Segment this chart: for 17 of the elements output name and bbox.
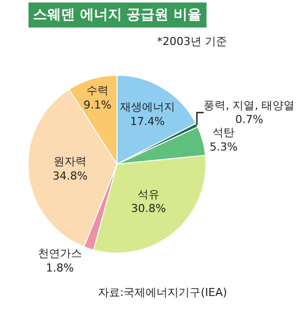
data-label: 17.4% (130, 114, 165, 128)
text: 자료:국제에너지기구(IEA) (98, 286, 228, 299)
data-label: 5.3% (210, 140, 238, 154)
data-label: 1.8% (46, 261, 74, 274)
slice-label: 석탄 (212, 126, 235, 140)
chart-title: 스웨덴 에너지 공급원 비율 (33, 7, 202, 23)
data-label: 34.8% (52, 169, 88, 182)
data-label: 30.8% (130, 202, 166, 216)
slice-label: 풍력, 지열, 태양열 (204, 98, 295, 112)
slice-label: 석유 (137, 188, 160, 201)
slice-label: 천연가스 (38, 247, 82, 260)
text: *2003년 기준 (157, 35, 227, 48)
data-label: 0.7% (235, 113, 264, 126)
slice-label: 재생에너지 (120, 100, 175, 114)
slice-label: 수력 (86, 84, 108, 97)
slice-label: 원자력 (54, 155, 87, 168)
data-label: 9.1% (83, 98, 112, 112)
